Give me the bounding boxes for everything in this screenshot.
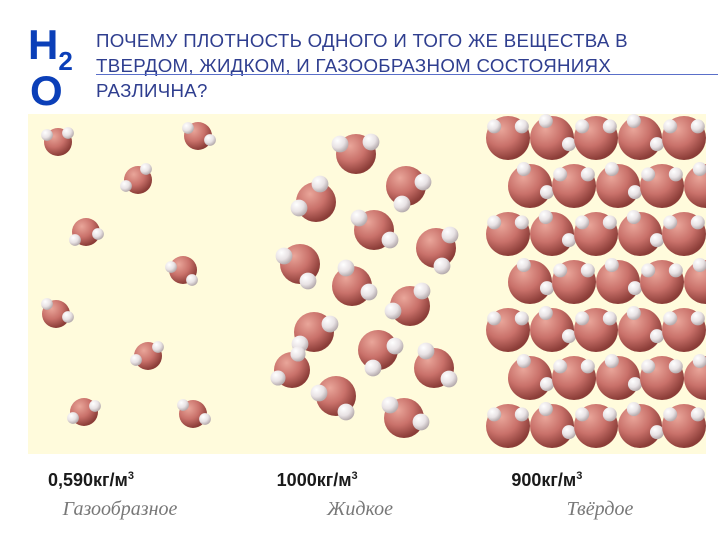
title-underline xyxy=(96,74,718,75)
gas-molecules xyxy=(28,114,250,454)
panel-solid xyxy=(484,114,706,454)
densities-row: 0,590кг/м3 1000кг/м3 900кг/м3 xyxy=(0,470,720,491)
density-gas: 0,590кг/м3 xyxy=(0,470,257,491)
state-solid: Твёрдое xyxy=(480,498,720,521)
state-gas: Газообразное xyxy=(0,498,240,521)
panel-liquid xyxy=(256,114,478,454)
formula-h: H xyxy=(28,21,58,68)
state-labels-row: Газообразное Жидкое Твёрдое xyxy=(0,498,720,521)
state-liquid: Жидкое xyxy=(240,498,480,521)
page-title: ПОЧЕМУ ПЛОТНОСТЬ ОДНОГО И ТОГО ЖЕ ВЕЩЕСТ… xyxy=(96,28,708,104)
formula-h2o: H2 O xyxy=(28,24,73,114)
density-solid: 900кг/м3 xyxy=(485,470,720,491)
liquid-molecules xyxy=(256,114,478,454)
panels-row xyxy=(28,114,706,454)
density-liquid: 1000кг/м3 xyxy=(257,470,486,491)
solid-molecules xyxy=(484,114,706,454)
formula-o: O xyxy=(30,70,75,112)
panel-gas xyxy=(28,114,250,454)
